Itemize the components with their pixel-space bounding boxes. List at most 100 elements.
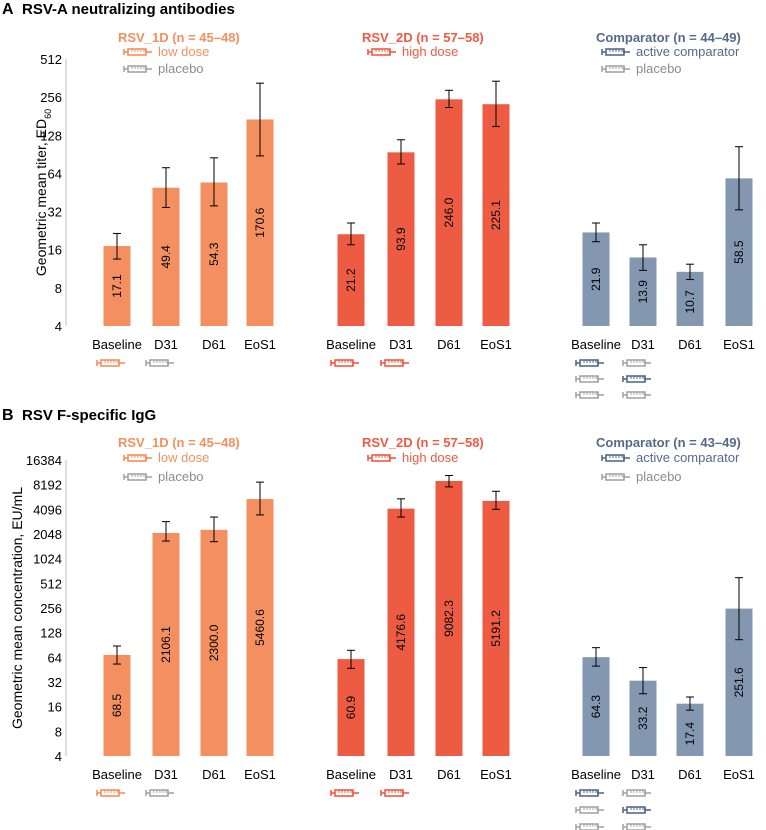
group-2: Comparator (n = 43–49)active comparator p…: [571, 435, 755, 830]
bar: [152, 187, 180, 326]
data-label: 21.9: [589, 267, 603, 291]
x-tick-label: D31: [631, 337, 655, 352]
syringe-icon: [380, 359, 409, 367]
group-1: RSV_2D (n = 57–58)high dose 60.9 Baseline 4…: [326, 435, 512, 797]
syringe-icon: [96, 789, 125, 797]
x-tick-label: EoS1: [723, 337, 755, 352]
data-label: 2300.0: [207, 624, 221, 661]
syringe-icon: [622, 359, 651, 367]
y-tick-label: 256: [40, 601, 62, 616]
x-tick-label: D31: [631, 767, 655, 782]
syringe-icon: [622, 806, 651, 814]
y-tick-label: 128: [40, 128, 62, 143]
y-tick-label: 16384: [26, 453, 62, 468]
legend-label: high dose: [402, 450, 458, 465]
x-tick-label: Baseline: [326, 767, 376, 782]
group-title: RSV_1D (n = 45–48): [118, 435, 240, 450]
data-label: 9082.3: [442, 600, 456, 637]
legend-label: placebo: [636, 469, 682, 484]
bar: [103, 654, 131, 756]
x-tick-label: D61: [202, 337, 226, 352]
syringe-icon: [367, 48, 396, 56]
y-tick-label: 64: [48, 650, 62, 665]
y-tick-label: 8: [55, 281, 62, 296]
data-label: 246.0: [442, 197, 456, 227]
bar: [582, 232, 610, 326]
x-tick-label: EoS1: [723, 767, 755, 782]
syringe-icon: [575, 359, 604, 367]
syringe-icon: [601, 454, 630, 462]
x-tick-label: D31: [154, 337, 178, 352]
syringe-icon: [145, 789, 174, 797]
data-label: 5191.2: [489, 610, 503, 647]
y-tick-label: 2048: [33, 527, 62, 542]
y-tick-label: 256: [40, 90, 62, 105]
data-label: 5460.6: [253, 609, 267, 646]
data-label: 2106.1: [159, 626, 173, 663]
legend-label: placebo: [158, 61, 204, 76]
bar: [435, 99, 463, 327]
bar: [387, 152, 415, 326]
syringe-icon: [622, 823, 651, 830]
x-tick-label: Baseline: [92, 767, 142, 782]
syringe-icon: [622, 789, 651, 797]
bar: [200, 529, 228, 756]
x-tick-label: Baseline: [571, 337, 621, 352]
x-tick-label: D31: [389, 337, 413, 352]
group-title: RSV_1D (n = 45–48): [118, 30, 240, 45]
syringe-icon: [380, 789, 409, 797]
data-label: 68.5: [110, 693, 124, 717]
bar: [435, 480, 463, 756]
y-axis-label: Geometric mean titer, ED60: [33, 109, 53, 276]
data-label: 60.9: [344, 696, 358, 720]
x-tick-label: EoS1: [480, 767, 512, 782]
legend-label: active comparator: [636, 44, 740, 59]
bar: [676, 703, 704, 756]
y-tick-label: 8: [55, 724, 62, 739]
x-tick-label: D61: [437, 337, 461, 352]
group-title: Comparator (n = 44–49): [596, 30, 741, 45]
data-label: 10.7: [683, 290, 697, 314]
syringe-icon: [575, 789, 604, 797]
syringe-icon: [601, 473, 630, 481]
syringe-icon: [622, 391, 651, 399]
x-tick-label: Baseline: [92, 337, 142, 352]
syringe-icon: [123, 473, 152, 481]
data-label: 54.3: [207, 242, 221, 266]
bar: [246, 499, 274, 756]
syringe-icon: [96, 359, 125, 367]
y-tick-label: 32: [48, 205, 62, 220]
syringe-icon: [123, 65, 152, 73]
x-tick-label: D61: [437, 767, 461, 782]
panel-title: RSV F-specific IgG: [22, 407, 156, 424]
group-title: RSV_2D (n = 57–58): [362, 30, 484, 45]
syringe-icon: [575, 391, 604, 399]
legend-label: low dose: [158, 44, 209, 59]
x-tick-label: D61: [678, 767, 702, 782]
legend-label: low dose: [158, 450, 209, 465]
data-label: 170.6: [253, 207, 267, 237]
y-tick-label: 512: [40, 576, 62, 591]
syringe-icon: [123, 454, 152, 462]
x-tick-label: D31: [389, 767, 413, 782]
group-0: RSV_1D (n = 45–48)low dose placebo 17.1 Bas…: [92, 30, 276, 367]
bar: [337, 659, 365, 756]
data-label: 17.1: [110, 274, 124, 298]
syringe-icon: [601, 65, 630, 73]
y-tick-label: 4: [55, 749, 62, 764]
panel-A: A RSV-A neutralizing antibodies 4 8 16 32 64 12…: [2, 1, 755, 399]
group-title: Comparator (n = 43–49): [596, 435, 741, 450]
bar: [582, 657, 610, 756]
x-tick-label: D31: [154, 767, 178, 782]
data-label: 93.9: [394, 227, 408, 251]
syringe-icon: [575, 823, 604, 830]
data-label: 17.4: [683, 722, 697, 746]
legend-label: placebo: [158, 469, 204, 484]
bar: [482, 104, 510, 327]
data-label: 251.6: [732, 667, 746, 697]
y-tick-label: 4096: [33, 502, 62, 517]
group-0: RSV_1D (n = 45–48)low dose placebo 68.5 Bas…: [92, 435, 276, 797]
panel-B: B RSV F-specific IgG 4 8 16 32 64 128 256 512 1024…: [2, 407, 755, 830]
group-title: RSV_2D (n = 57–58): [362, 435, 484, 450]
